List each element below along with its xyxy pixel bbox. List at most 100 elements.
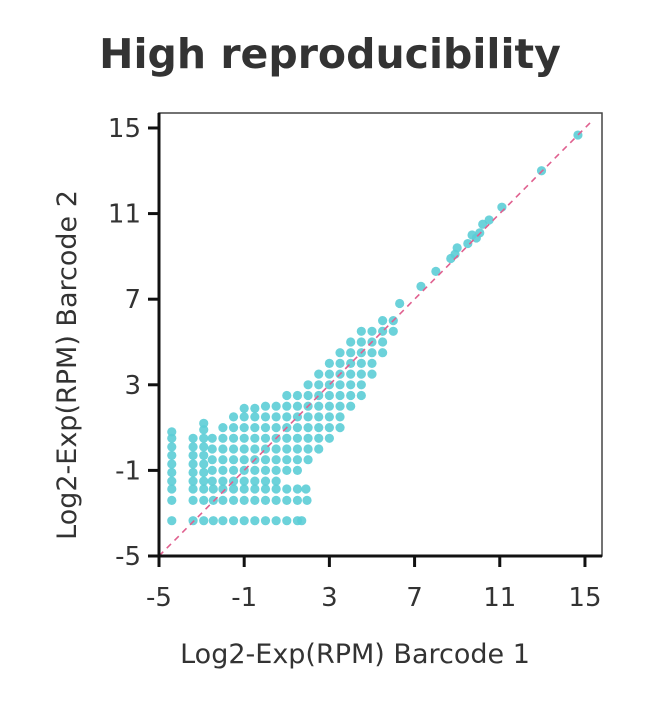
data-point — [303, 390, 313, 401]
data-point — [167, 442, 177, 452]
data-point — [324, 390, 334, 401]
data-point — [367, 358, 377, 368]
data-point — [282, 390, 292, 401]
data-point — [250, 484, 260, 494]
data-point — [303, 433, 313, 443]
data-point — [356, 326, 366, 336]
data-point — [282, 401, 292, 411]
data-point — [188, 433, 198, 443]
data-point — [303, 455, 313, 465]
data-point — [228, 422, 239, 433]
data-point — [314, 369, 324, 379]
data-point — [167, 516, 177, 526]
data-point — [228, 484, 239, 494]
data-point — [271, 412, 281, 422]
data-point — [250, 444, 260, 454]
data-point — [250, 495, 260, 505]
data-point — [167, 433, 177, 443]
data-point — [239, 433, 249, 443]
data-point — [199, 418, 209, 428]
x-tick-label: 7 — [406, 583, 423, 613]
data-point — [218, 476, 228, 486]
data-point — [282, 495, 292, 505]
data-point — [188, 484, 198, 494]
y-tick-label: 7 — [124, 285, 141, 315]
data-point — [250, 403, 260, 413]
data-point — [260, 484, 271, 494]
data-point — [282, 433, 292, 443]
data-point — [250, 412, 260, 422]
data-point — [301, 484, 311, 494]
x-tick-label: -1 — [231, 583, 257, 613]
data-point — [303, 444, 313, 454]
data-point — [199, 425, 209, 435]
data-point — [207, 455, 217, 465]
data-point — [218, 465, 228, 475]
y-tick-label: -5 — [115, 542, 141, 572]
data-point — [335, 380, 345, 390]
data-point — [228, 495, 239, 505]
data-point — [303, 422, 313, 433]
data-point — [207, 476, 217, 486]
data-point — [314, 412, 324, 422]
data-point — [388, 326, 398, 336]
x-tick-label: -5 — [146, 583, 172, 613]
data-point — [207, 444, 217, 454]
data-point — [346, 401, 356, 411]
x-tick-label: 11 — [483, 583, 516, 613]
data-point — [282, 455, 292, 465]
data-point — [271, 484, 281, 494]
data-point — [167, 484, 177, 494]
data-point — [218, 455, 228, 465]
data-point — [324, 401, 334, 411]
data-point — [260, 433, 271, 443]
data-point — [292, 455, 303, 465]
data-point — [271, 476, 281, 486]
data-point — [292, 444, 303, 454]
data-point — [239, 476, 249, 486]
data-point — [346, 369, 356, 379]
data-point — [335, 422, 345, 433]
data-point — [218, 516, 228, 526]
data-point — [239, 484, 249, 494]
data-point — [271, 444, 281, 454]
data-point — [297, 516, 307, 526]
data-point — [395, 298, 405, 309]
data-point — [282, 444, 292, 454]
data-point — [463, 238, 473, 249]
data-point — [199, 495, 209, 505]
data-point — [367, 369, 377, 379]
data-point — [228, 516, 239, 526]
data-point — [303, 412, 313, 422]
data-point — [324, 358, 334, 368]
data-point — [199, 459, 209, 469]
data-point — [208, 484, 218, 494]
data-point — [218, 433, 228, 443]
data-point — [378, 315, 388, 326]
data-point — [239, 412, 249, 422]
data-point — [199, 484, 209, 494]
data-point — [346, 380, 356, 390]
data-point — [356, 390, 366, 401]
data-point — [199, 442, 209, 452]
data-point — [239, 495, 249, 505]
data-point — [271, 495, 281, 505]
data-point — [188, 459, 198, 469]
data-point — [452, 243, 462, 253]
data-point — [271, 422, 281, 433]
x-tick-label: 3 — [321, 583, 338, 613]
data-point — [282, 516, 292, 526]
data-point — [199, 450, 209, 461]
data-point — [271, 455, 281, 465]
data-point — [260, 401, 271, 411]
data-point — [303, 380, 313, 390]
data-point — [188, 476, 198, 486]
data-point — [199, 433, 209, 443]
data-point — [167, 459, 177, 469]
data-point — [378, 337, 388, 347]
data-point — [416, 281, 426, 291]
data-point — [335, 412, 345, 422]
data-point — [367, 326, 377, 336]
data-point — [282, 484, 292, 494]
data-point — [484, 215, 494, 225]
